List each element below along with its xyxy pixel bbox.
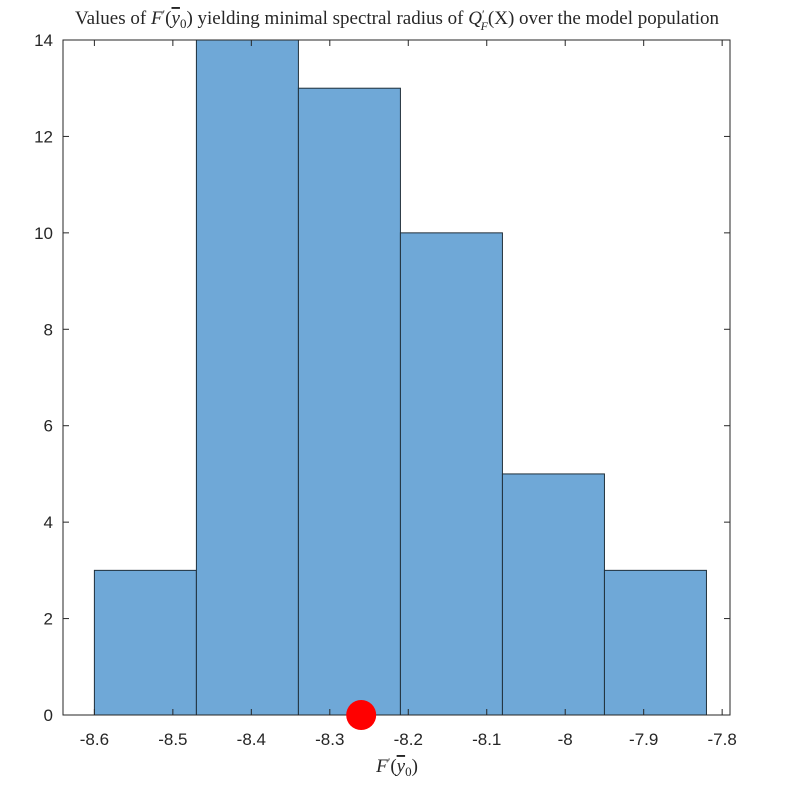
y-tick-label-8: 14 xyxy=(34,31,53,50)
y-tick-labels: 0 2 4 6 8 10 12 14 xyxy=(34,31,53,725)
marker-point xyxy=(346,700,377,730)
axis-ticks xyxy=(63,39,730,716)
y-tick-label-4: 6 xyxy=(44,417,53,436)
y-tick-label-3: 4 xyxy=(44,513,53,532)
axes-box xyxy=(62,39,731,716)
x-tick-label-6: -8.1 xyxy=(472,730,501,749)
y-tick-label-1: 0 xyxy=(44,706,53,725)
histogram-bar-3 xyxy=(297,87,401,716)
x-tick-labels: -8.6 -8.5 -8.4 -8.3 -8.2 -8.1 -8 -7.9 -7.8 xyxy=(80,730,737,749)
y-tick-label-2: 2 xyxy=(44,610,53,629)
histogram-bar-4 xyxy=(399,232,503,716)
y-tick-label-6: 10 xyxy=(34,224,53,243)
x-tick-label-4: -8.3 xyxy=(315,730,344,749)
histogram-bar-5 xyxy=(501,473,605,716)
histogram-bar-2 xyxy=(195,39,299,716)
x-tick-label-2: -8.5 xyxy=(158,730,187,749)
x-tick-label-1: -8.6 xyxy=(80,730,109,749)
y-tick-label-5: 8 xyxy=(44,320,53,339)
x-tick-label-7: -8 xyxy=(558,730,573,749)
x-tick-label-3: -8.4 xyxy=(237,730,266,749)
chart-title: Values of F′(y0) yielding minimal spectr… xyxy=(75,7,720,33)
histogram-bar-6 xyxy=(603,569,707,716)
markers xyxy=(346,700,377,730)
x-tick-label-9: -7.8 xyxy=(708,730,737,749)
y-tick-label-7: 12 xyxy=(34,127,53,146)
histogram-bars xyxy=(93,39,707,716)
x-tick-label-5: -8.2 xyxy=(394,730,423,749)
axes-frame xyxy=(62,39,731,716)
histogram-bar-1 xyxy=(93,569,197,716)
x-tick-label-8: -7.9 xyxy=(629,730,658,749)
x-axis-label: F′(y0) xyxy=(375,755,418,779)
